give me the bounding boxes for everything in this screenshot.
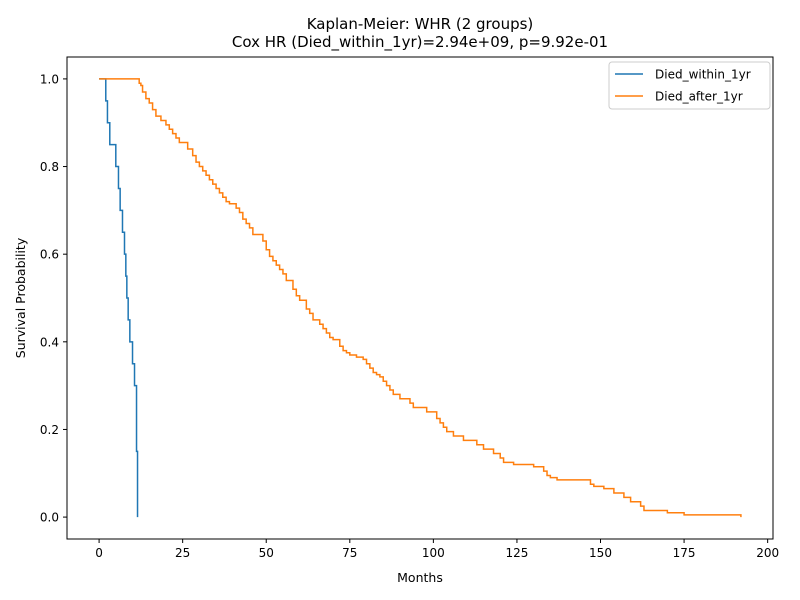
plot-frame <box>66 56 774 540</box>
series-line-died-after-1yr <box>99 78 742 518</box>
x-tick-label: 150 <box>589 546 612 560</box>
legend-box <box>608 61 771 110</box>
x-axis: 0 25 50 75 100 125 150 175 200 <box>95 539 779 560</box>
y-axis: 0.0 0.2 0.4 0.6 0.8 1.0 <box>40 72 67 525</box>
y-tick-label: 0.6 <box>40 248 59 262</box>
legend-label-died-within-1yr: Died_within_1yr <box>655 68 751 82</box>
series-line-died-within-1yr <box>99 78 139 518</box>
legend: Died_within_1yr Died_after_1yr <box>608 61 771 110</box>
y-tick-label: 0.2 <box>40 423 59 437</box>
x-tick-label: 200 <box>756 546 779 560</box>
x-tick-label: 125 <box>505 546 528 560</box>
x-tick-label: 50 <box>259 546 274 560</box>
x-tick-label: 0 <box>95 546 103 560</box>
series-layer <box>99 78 742 518</box>
x-tick-label: 25 <box>175 546 190 560</box>
y-axis-label: Survival Probability <box>13 237 28 358</box>
x-tick-label: 100 <box>422 546 445 560</box>
chart-subtitle: Cox HR (Died_within_1yr)=2.94e+09, p=9.9… <box>232 33 608 52</box>
x-axis-label: Months <box>397 570 443 585</box>
y-tick-label: 1.0 <box>40 72 59 86</box>
x-tick-label: 75 <box>342 546 357 560</box>
x-tick-label: 175 <box>673 546 696 560</box>
y-tick-label: 0.0 <box>40 511 59 525</box>
legend-label-died-after-1yr: Died_after_1yr <box>655 90 743 104</box>
y-tick-label: 0.4 <box>40 335 59 349</box>
chart-title: Kaplan-Meier: WHR (2 groups) <box>307 15 534 33</box>
y-tick-label: 0.8 <box>40 160 59 174</box>
